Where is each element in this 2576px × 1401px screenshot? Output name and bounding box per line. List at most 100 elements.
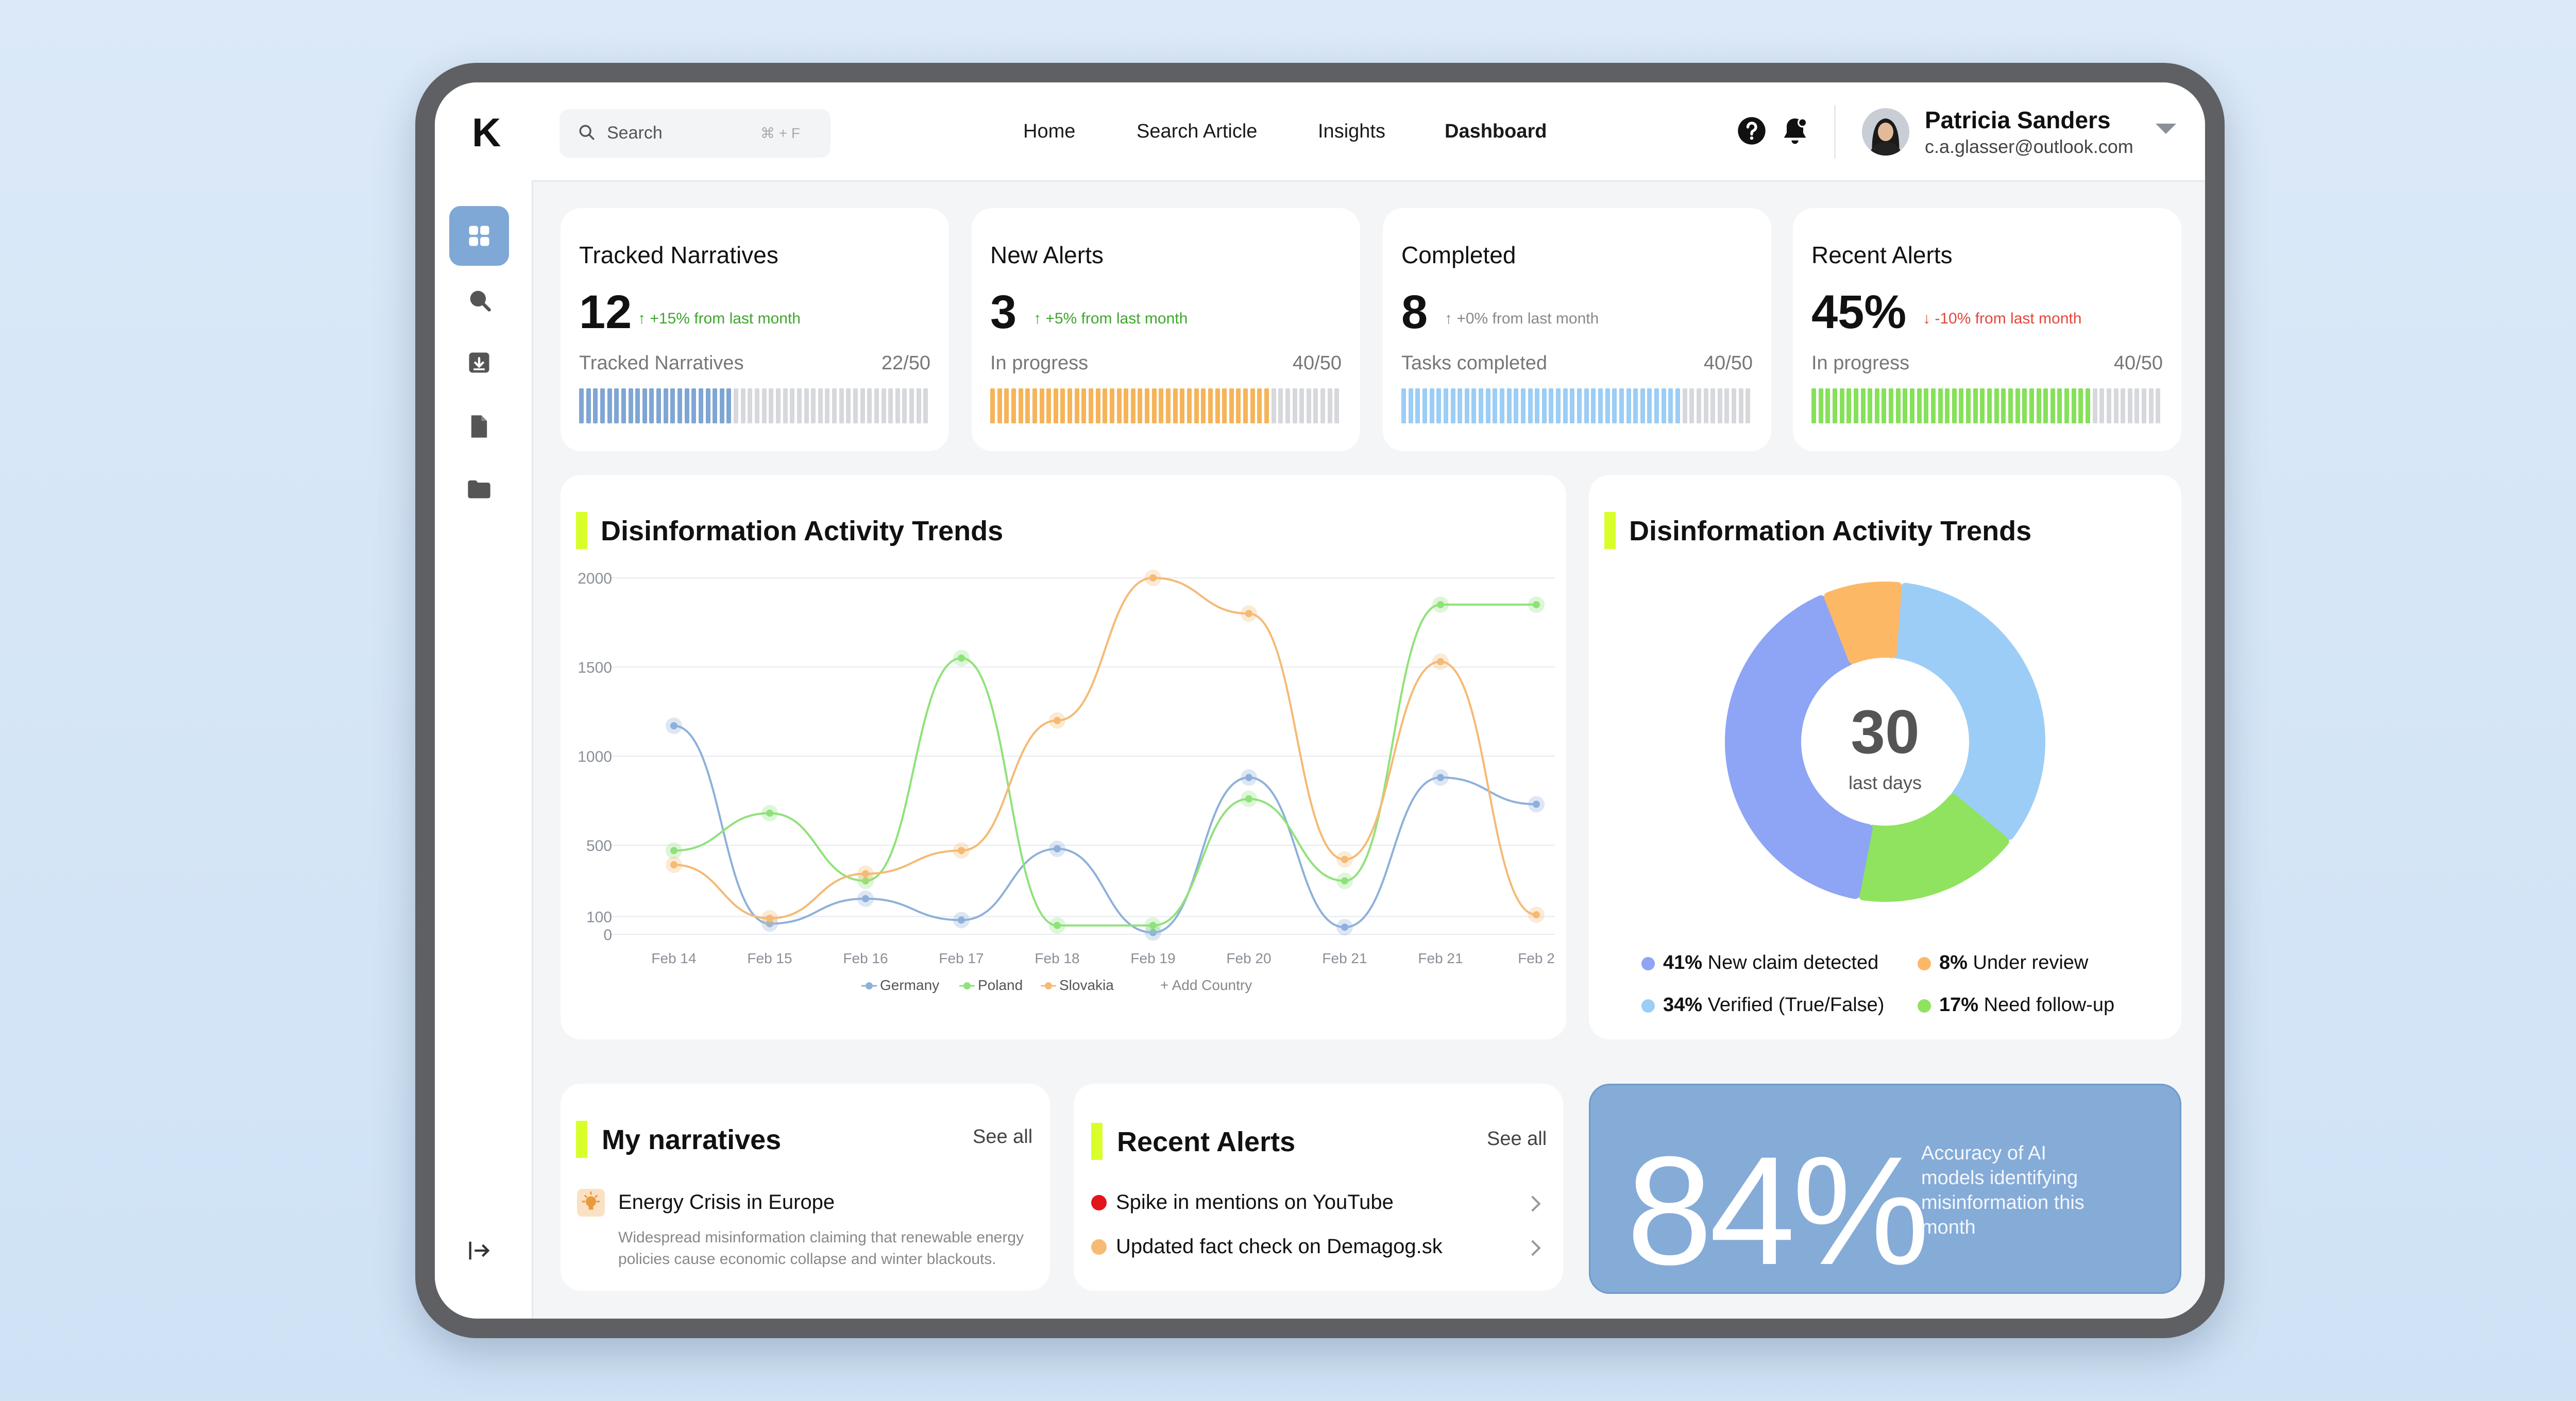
progress-tick [1138,388,1143,423]
progress-tick [1046,388,1052,423]
progress-tick [1201,388,1206,423]
progress-tick [2022,388,2027,423]
stat-delta: ↑ +15% from last month [638,310,801,327]
progress-tick [1724,388,1730,423]
chevron-right-icon[interactable] [1524,1240,1541,1256]
progress-tick [2008,388,2013,423]
progress-tick [1401,388,1406,423]
search-icon[interactable] [466,286,493,313]
data-point [766,920,773,928]
progress-tick [1025,388,1030,423]
donut-chart[interactable]: 30 last days [1589,475,2181,1039]
progress-tick [1145,388,1150,423]
nav-search-article[interactable]: Search Article [1137,121,1258,142]
progress-tick [2029,388,2034,423]
progress-tick [734,388,739,423]
my-narratives-title: My narratives [602,1124,782,1155]
device-frame: K Search ⌘ + F Home Search Article Insig… [415,63,2225,1338]
legend-dot [1641,999,1655,1013]
line-chart[interactable]: 2000 1500 1000 500 1000 Feb 14 Feb 15 Feb 16 Feb… [561,475,1566,1039]
progress-tick [1264,388,1269,423]
progress-tick [853,388,858,423]
chevron-down-icon[interactable] [2156,124,2176,134]
data-point [766,809,773,817]
line-chart-title: Disinformation Activity Trends [601,516,1004,546]
chevron-right-icon[interactable] [1524,1195,1541,1212]
data-point [670,847,677,855]
my-narratives-card: My narratives See all Energy Crisis in E… [561,1084,1050,1291]
stat-value: 12 [579,286,632,338]
progress-tick [867,388,872,423]
progress-tick [895,388,900,423]
folder-icon[interactable] [466,476,493,503]
progress-tick [1903,388,1908,423]
progress-tick [1825,388,1831,423]
data-point [1245,795,1252,803]
search-input[interactable]: Search ⌘ + F [560,109,831,158]
progress-tick [775,388,781,423]
progress-tick [1450,388,1455,423]
legend-swatch-dot [1045,982,1052,989]
stat-card-completed[interactable]: Completed 8 ↑ +0% from last month Tasks … [1383,208,1771,451]
progress-tick [1334,388,1340,423]
progress-tick [2064,388,2069,423]
progress-tick [1945,388,1950,423]
progress-tick [997,388,1002,423]
stat-card-recent-alerts[interactable]: Recent Alerts 45% ↓ -10% from last month… [1793,208,2181,451]
alert-item[interactable]: Spike in mentions on YouTube [1116,1191,1394,1214]
narrative-item-title[interactable]: Energy Crisis in Europe [618,1191,835,1214]
progress-tick [1089,388,1093,423]
nav-home[interactable]: Home [1023,121,1076,142]
bell-icon[interactable] [1778,114,1811,147]
progress-tick [656,388,661,423]
document-icon[interactable] [466,413,493,440]
stat-title: New Alerts [990,242,1104,268]
app-logo[interactable]: K [472,110,501,155]
avatar[interactable] [1862,108,1909,156]
stat-card-tracked-narratives[interactable]: Tracked Narratives 12 ↑ +15% from last m… [561,208,949,451]
progress-tick [1471,388,1477,423]
progress-tick [593,388,598,423]
progress-tick [1654,388,1659,423]
nav-dashboard[interactable]: Dashboard [1445,121,1547,142]
progress-tick [705,388,710,423]
progress-tick [1257,388,1262,423]
alerts-see-all-link[interactable]: See all [1487,1128,1547,1150]
narratives-see-all-link[interactable]: See all [973,1126,1033,1148]
nav-insights[interactable]: Insights [1318,121,1385,142]
grid-icon [469,226,489,246]
progress-tick [1514,388,1519,423]
donut-slice [1892,583,2045,840]
legend-under-review: 8% Under review [1939,952,2089,973]
progress-tick [1584,388,1589,423]
x-tick-label: Feb 15 [747,950,792,966]
legend-need-follow-up: 17% Need follow-up [1939,994,2115,1016]
data-point [1149,921,1157,929]
stat-ratio: 40/50 [2113,352,2163,374]
help-icon[interactable] [1735,114,1768,147]
sidebar-item-dashboard[interactable] [449,206,509,266]
progress-tick [663,388,668,423]
progress-tick [1116,388,1122,423]
title-accent [576,1121,587,1158]
add-country-button[interactable]: + Add Country [1160,977,1252,993]
x-tick-label: Feb 17 [939,950,984,966]
progress-tick [1408,388,1413,423]
title-accent [576,512,587,549]
progress-tick [825,388,830,423]
legend-label: Poland [978,977,1023,993]
stat-card-new-alerts[interactable]: New Alerts 3 ↑ +5% from last month In pr… [972,208,1360,451]
stat-title: Completed [1401,242,1516,268]
alert-item[interactable]: Updated fact check on Demagog.sk [1116,1235,1443,1258]
progress-tick [1124,388,1129,423]
progress-tick [2043,388,2048,423]
narrative-icon-badge [577,1189,605,1217]
data-point [1054,845,1061,852]
stat-ratio: 40/50 [1703,352,1753,374]
archive-icon[interactable] [466,349,493,376]
progress-tick [874,388,879,423]
logout-icon[interactable] [466,1237,493,1264]
progress-tick [1095,388,1100,423]
progress-tick [1479,388,1483,423]
progress-tick [1250,388,1255,423]
